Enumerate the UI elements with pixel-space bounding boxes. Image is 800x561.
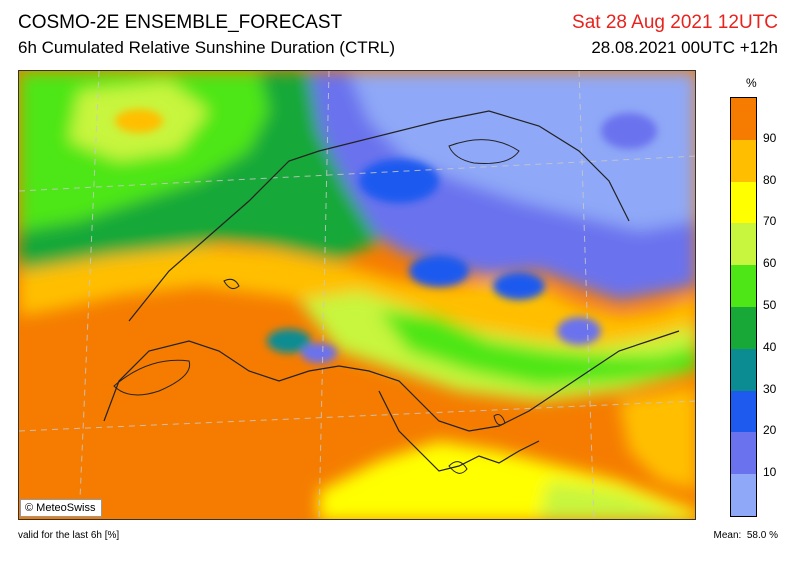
colorbar-segment <box>731 181 756 224</box>
colorbar-segment <box>731 474 756 516</box>
sunshine-field <box>19 71 695 519</box>
colorbar-segment <box>731 390 756 433</box>
colorbar-tick-label: 90 <box>763 130 777 145</box>
mean-label: Mean: <box>713 530 742 541</box>
forecast-map <box>18 70 696 520</box>
colorbar-tick-label: 40 <box>763 339 777 354</box>
colorbar-segment <box>731 432 756 475</box>
colorbar-segment <box>731 265 756 307</box>
chart-subtitle: 6h Cumulated Relative Sunshine Duration … <box>18 38 396 57</box>
colorbar-segment <box>731 348 756 391</box>
valid-time: Sat 28 Aug 2021 12UTC <box>572 12 778 33</box>
colorbar <box>730 97 757 517</box>
colorbar-tick-label: 10 <box>763 465 777 480</box>
colorbar-tick-label: 70 <box>763 214 777 229</box>
mean-number: 58.0 % <box>746 530 778 541</box>
colorbar-tick-label: 20 <box>763 423 777 438</box>
lakes <box>113 139 520 474</box>
colorbar-tick-label: 50 <box>763 298 777 312</box>
colorbar-segment <box>731 307 756 349</box>
colorbar-tick-label: 60 <box>763 256 777 271</box>
copyright-label: © MeteoSwiss <box>20 499 103 517</box>
colorbar-segment <box>731 98 756 140</box>
validity-note: valid for the last 6h [%] <box>18 530 120 541</box>
colorbar-segment <box>731 139 756 182</box>
mean-value: Mean: 58.0 % <box>714 530 779 541</box>
chart-title: COSMO-2E ENSEMBLE_FORECAST <box>18 12 343 33</box>
legend-unit: % <box>746 76 757 90</box>
colorbar-tick-label: 80 <box>763 172 777 187</box>
colorbar-segment <box>731 223 756 266</box>
colorbar-tick-label: 30 <box>763 381 777 396</box>
country-borders <box>103 110 680 472</box>
run-info: 28.08.2021 00UTC +12h <box>591 38 778 57</box>
